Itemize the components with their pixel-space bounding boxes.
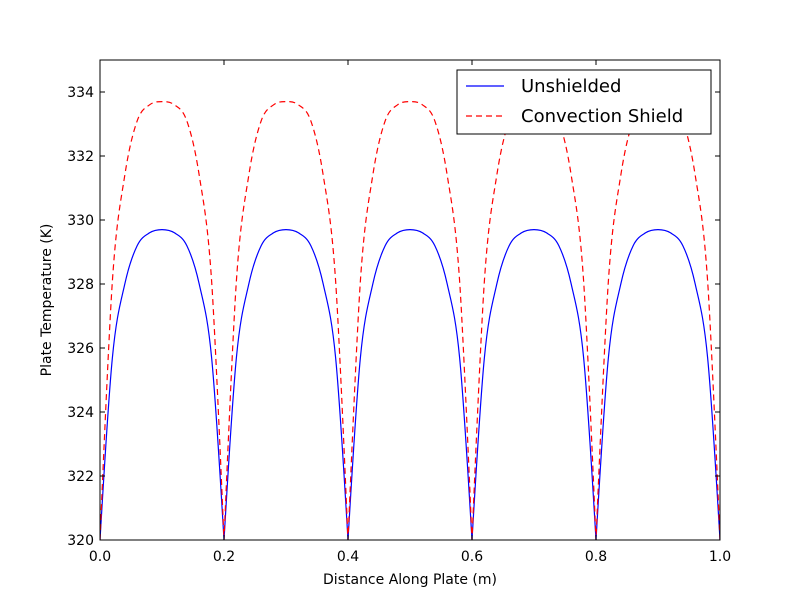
legend-label-unshielded: Unshielded bbox=[521, 76, 621, 97]
legend-box bbox=[456, 69, 712, 135]
x-tick-label: 0.8 bbox=[585, 549, 607, 565]
legend-label-convection-shield: Convection Shield bbox=[521, 106, 683, 127]
series-line-convection-shield bbox=[100, 100, 720, 540]
x-tick-label: 0.4 bbox=[337, 549, 359, 565]
x-axis-title: Distance Along Plate (m) bbox=[323, 572, 497, 588]
x-tick-label: 0.2 bbox=[213, 549, 235, 565]
y-tick-label: 326 bbox=[67, 341, 94, 357]
y-tick-label: 320 bbox=[67, 533, 94, 549]
y-tick-label: 324 bbox=[67, 405, 94, 421]
x-tick-label: 1.0 bbox=[709, 549, 731, 565]
x-tick-label: 0.6 bbox=[461, 549, 483, 565]
x-tick-label: 0.0 bbox=[89, 549, 111, 565]
y-tick-label: 334 bbox=[67, 85, 94, 101]
series-layer bbox=[100, 100, 720, 540]
y-axis-title: Plate Temperature (K) bbox=[39, 224, 55, 377]
series-line-unshielded bbox=[100, 228, 720, 540]
y-tick-label: 322 bbox=[67, 469, 94, 485]
y-tick-label: 332 bbox=[67, 149, 94, 165]
legend: Unshielded Convection Shield bbox=[456, 69, 712, 135]
y-tick-label: 328 bbox=[67, 277, 94, 293]
plot-frame bbox=[99, 59, 721, 541]
y-tick-label: 330 bbox=[67, 213, 94, 229]
ticks-layer: 0.0 0.2 0.4 0.6 0.8 1.0 320 322 324 326 328 330 332 3… bbox=[67, 60, 731, 565]
